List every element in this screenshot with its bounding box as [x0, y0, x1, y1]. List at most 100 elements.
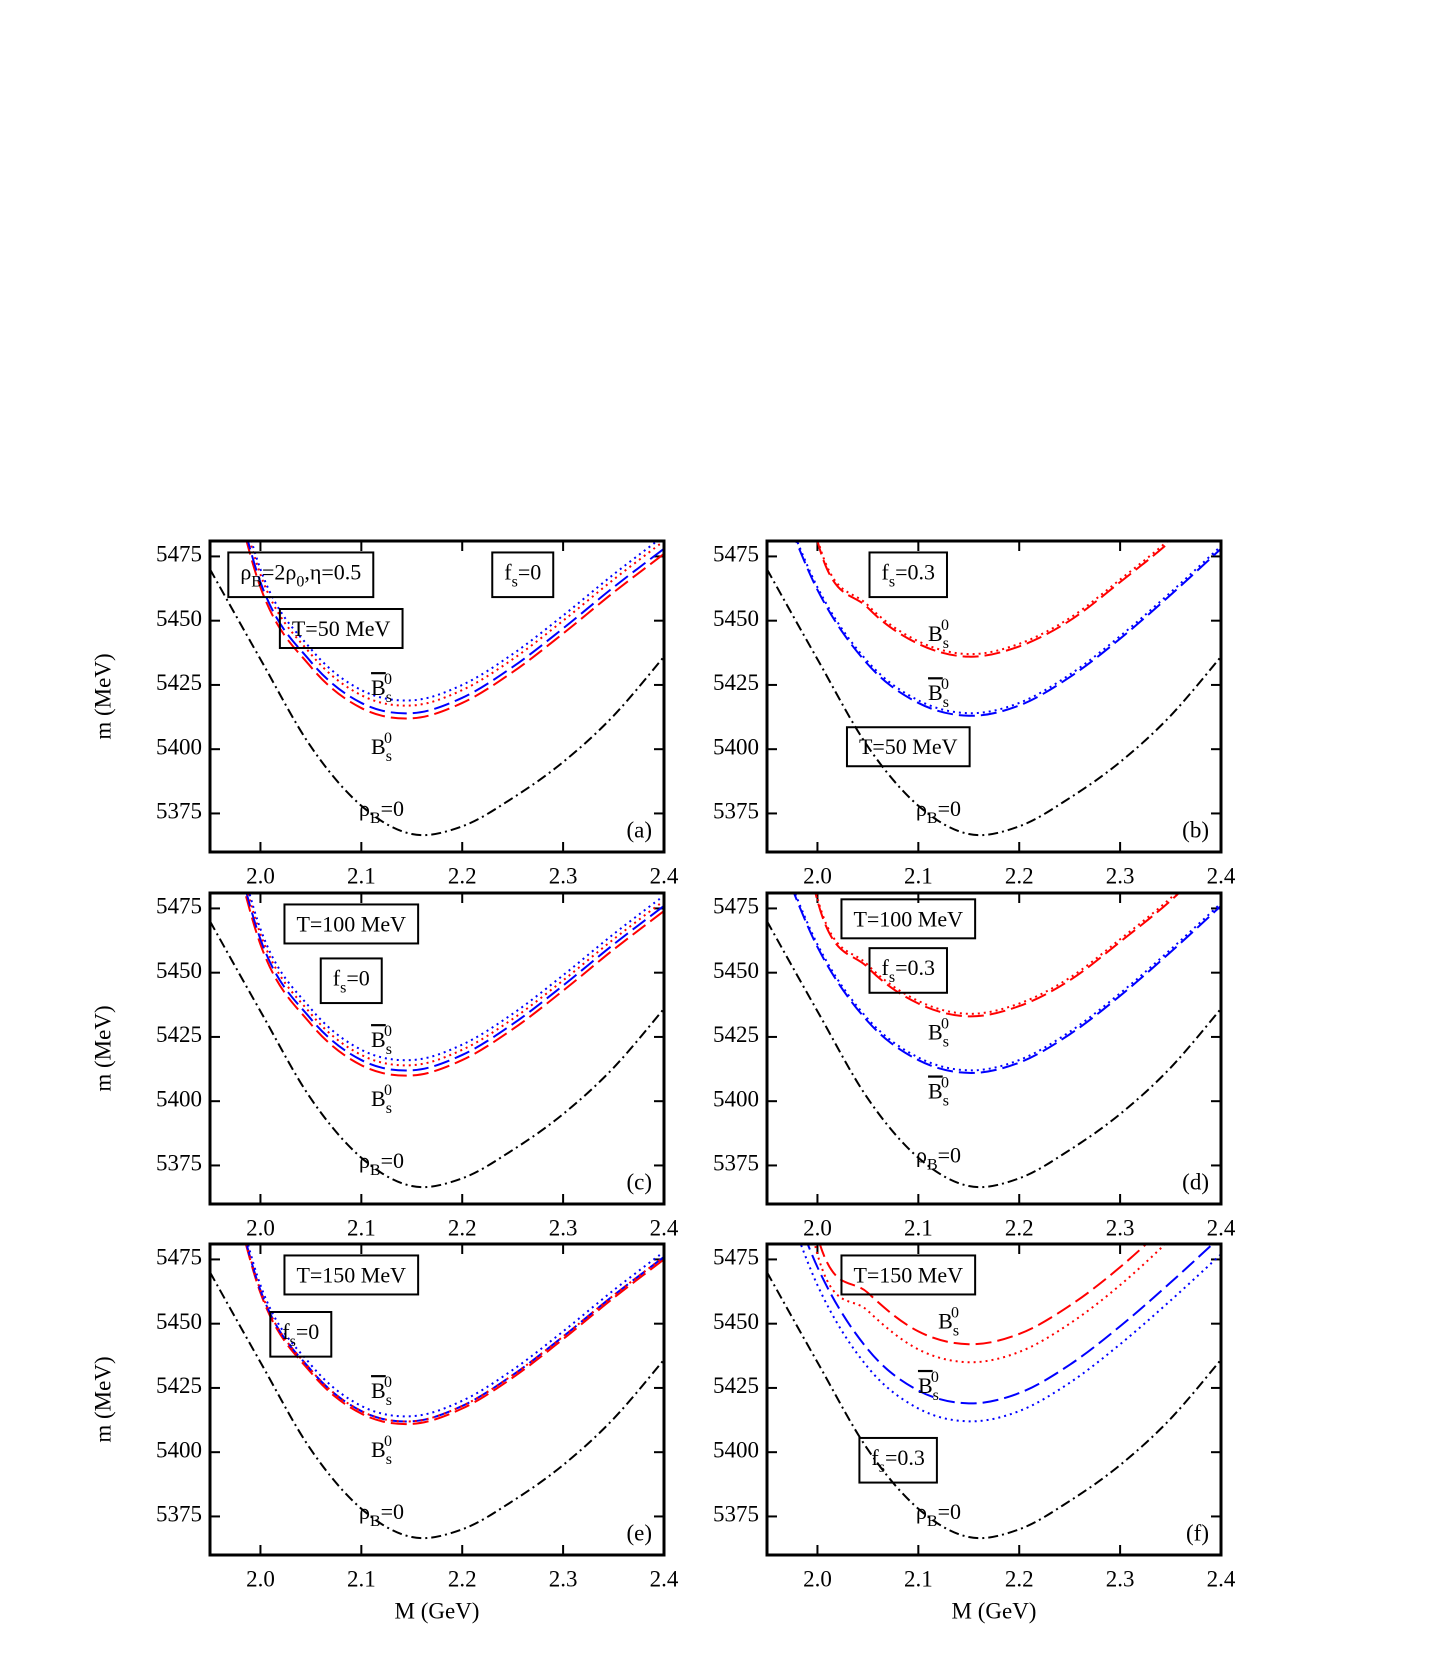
annotation-part: =2ρ [262, 559, 296, 584]
y-axis-label: m (MeV) [90, 653, 115, 739]
annotation: Bs0 [928, 617, 949, 652]
annotation-part: 0 [941, 676, 949, 693]
y-tick-label: 5425 [713, 1373, 759, 1398]
annotation: Bs0 [371, 1433, 392, 1468]
annotation-box [283, 1254, 420, 1296]
annotation-part: ρ [240, 559, 251, 584]
panel: 2.0 2.1 2.2 2.3 2.453755400542554505475fs=0.… [713, 539, 1236, 888]
panel-label: (f) [1186, 1520, 1209, 1545]
y-tick-label: 5375 [156, 1151, 202, 1176]
annotation: fs=0.3 [871, 1445, 924, 1476]
annotation: fs=0.3 [882, 955, 935, 986]
curve [815, 893, 1178, 1015]
curve [210, 1271, 664, 1540]
x-tick-label: 2.2 [448, 1566, 477, 1591]
annotation-part: B [927, 1156, 938, 1173]
annotation-part: B [927, 1513, 938, 1530]
annotation-part: ρ [359, 796, 370, 821]
y-tick-label: 5450 [156, 606, 202, 631]
annotation-part: =0 [938, 796, 961, 821]
annotation: T=50 MeV [292, 616, 391, 641]
y-tick-label: 5375 [713, 1151, 759, 1176]
curve [818, 1244, 1148, 1346]
curve [244, 893, 664, 1077]
annotation: fs=0 [333, 965, 370, 996]
annotation-part: s [512, 573, 518, 590]
annotation-part: =0 [381, 1499, 404, 1524]
x-tick-label: 2.3 [1106, 1215, 1135, 1240]
y-tick-label: 5450 [713, 958, 759, 983]
curve [245, 1244, 664, 1423]
annotation-part: f [882, 955, 890, 980]
curve [245, 893, 664, 1072]
annotation-part: B [371, 1378, 386, 1403]
annotation: ρB=0 [916, 796, 961, 827]
y-tick-label: 5400 [156, 1437, 202, 1462]
annotation: fs=0 [282, 1319, 319, 1350]
y-tick-label: 5375 [713, 799, 759, 824]
annotation-part: s [386, 748, 392, 765]
curve [245, 541, 664, 720]
y-tick-label: 5475 [156, 542, 202, 567]
x-tick-label: 2.4 [1207, 1215, 1236, 1240]
annotation-part: B [370, 810, 381, 827]
annotation-part: s [889, 573, 895, 590]
y-tick-label: 5400 [713, 1437, 759, 1462]
x-axis-label: M (GeV) [952, 1598, 1037, 1623]
plot-frame [765, 539, 1223, 854]
annotation-part: T=150 MeV [853, 1262, 963, 1287]
annotation-part: 0 [384, 1374, 392, 1391]
annotation: Bs0 [938, 1304, 959, 1339]
curve [210, 920, 664, 1189]
curve [246, 1244, 664, 1418]
annotation-part: s [386, 1392, 392, 1409]
x-tick-label: 2.0 [803, 1566, 832, 1591]
annotation: T=150 MeV [853, 1262, 963, 1287]
annotation-part: =0.3 [895, 955, 935, 980]
annotation-part: =0 [518, 559, 541, 584]
annotation: Bs0 [918, 1369, 939, 1404]
y-tick-label: 5400 [156, 734, 202, 759]
annotation: Bs0 [928, 676, 949, 711]
annotation-part: s [953, 1322, 959, 1339]
plot-frame [765, 891, 1223, 1206]
annotation-part: =0 [296, 1319, 319, 1344]
annotation-part: f [882, 559, 890, 584]
curve [793, 893, 1221, 1072]
annotation: fs=0 [504, 559, 541, 590]
annotation-part: 0 [931, 1369, 939, 1386]
x-tick-label: 2.2 [1005, 1566, 1034, 1591]
annotation-box [319, 957, 383, 1005]
annotation-part: B [918, 1373, 933, 1398]
annotation: T=50 MeV [859, 734, 958, 759]
annotation-part: B [928, 680, 943, 705]
annotation: Bs0 [371, 1082, 392, 1117]
y-tick-label: 5475 [156, 894, 202, 919]
x-tick-label: 2.1 [904, 1215, 933, 1240]
curve [767, 568, 1221, 837]
annotation-box [858, 1436, 938, 1484]
annotation-part: T=50 MeV [859, 734, 958, 759]
curve [806, 1244, 1215, 1405]
annotation-part: ρ [916, 1499, 927, 1524]
curve [799, 1244, 1221, 1423]
annotation-part: s [943, 1033, 949, 1050]
x-tick-label: 2.0 [803, 863, 832, 888]
annotation-part: 0 [941, 1074, 949, 1091]
annotation-part: B [928, 1079, 943, 1104]
y-tick-label: 5375 [156, 799, 202, 824]
annotation-part: T=100 MeV [296, 911, 406, 936]
y-axis-label: m (MeV) [90, 1005, 115, 1091]
annotation-part: ρ [916, 796, 927, 821]
annotation: Bs0 [371, 730, 392, 765]
x-tick-label: 2.0 [246, 863, 275, 888]
x-tick-label: 2.1 [904, 863, 933, 888]
x-tick-label: 2.4 [1207, 1566, 1236, 1591]
y-tick-label: 5475 [156, 1245, 202, 1270]
annotation-part: 0 [384, 1082, 392, 1099]
x-tick-label: 2.3 [1106, 863, 1135, 888]
x-axis-label: M (GeV) [395, 1598, 480, 1623]
y-tick-label: 5425 [156, 670, 202, 695]
y-tick-label: 5450 [156, 958, 202, 983]
annotation-part: T=50 MeV [292, 616, 391, 641]
